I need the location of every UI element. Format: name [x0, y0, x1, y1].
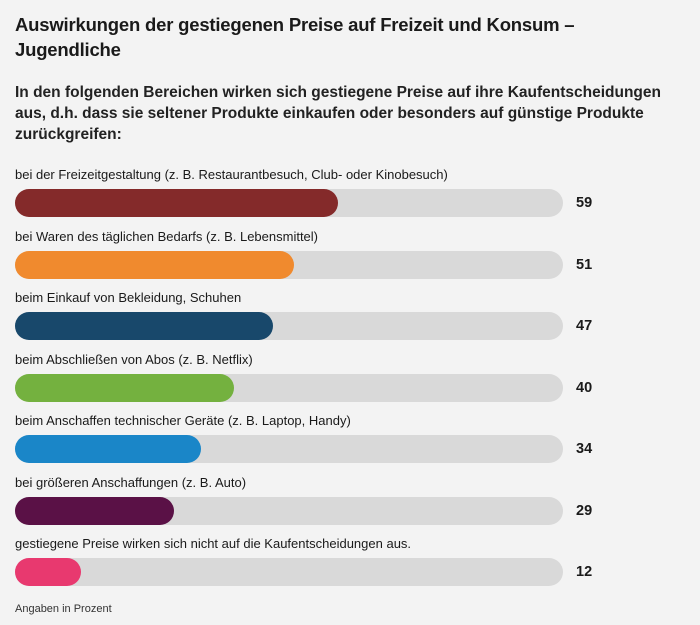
- bar: [15, 373, 235, 402]
- data-label: 51: [576, 256, 593, 273]
- footnote: Angaben in Prozent: [15, 603, 112, 615]
- bar-row: bei Waren des täglichen Bedarfs (z. B. L…: [0, 229, 700, 289]
- bar: [15, 250, 295, 279]
- bar-row: beim Abschließen von Abos (z. B. Netflix…: [0, 352, 700, 412]
- bar-row: bei größeren Anschaffungen (z. B. Auto) 2…: [0, 475, 700, 535]
- bar-track: [15, 189, 563, 217]
- chart-title: Auswirkungen der gestiegenen Preise auf …: [15, 14, 575, 60]
- bar-track: [15, 312, 563, 340]
- data-label: 29: [576, 502, 593, 519]
- bar-track: [15, 250, 563, 279]
- bar: [15, 435, 202, 463]
- category-label: beim Anschaffen technischer Geräte (z. B…: [15, 413, 351, 428]
- bar-row: gestiegene Preise wirken sich nicht auf …: [0, 536, 700, 596]
- bar-track: [15, 496, 563, 525]
- bar-track: [15, 435, 563, 463]
- data-label: 47: [576, 318, 593, 334]
- category-label: beim Abschließen von Abos (z. B. Netflix…: [15, 351, 253, 367]
- bar: [15, 189, 339, 217]
- category-label: gestiegene Preise wirken sich nicht auf …: [15, 536, 412, 551]
- bar-track: [15, 558, 563, 586]
- bar-row: beim Einkauf von Bekleidung, Schuhen 47: [0, 290, 700, 350]
- bar: [15, 558, 81, 586]
- category-label: bei Waren des täglichen Bedarfs (z. B. L…: [15, 228, 318, 244]
- bar: [15, 312, 273, 340]
- category-label: bei der Freizeitgestaltung (z. B. Restau…: [15, 167, 448, 182]
- category-label: bei größeren Anschaffungen (z. B. Auto): [15, 474, 247, 490]
- data-label: 12: [576, 564, 593, 580]
- bar-track: [15, 373, 563, 402]
- chart-subtitle: In den folgenden Bereichen wirken sich g…: [15, 84, 661, 143]
- bar-row: bei der Freizeitgestaltung (z. B. Restau…: [0, 167, 700, 227]
- data-label: 40: [576, 379, 593, 396]
- bar: [15, 496, 174, 525]
- data-label: 59: [576, 195, 593, 211]
- category-label: beim Einkauf von Bekleidung, Schuhen: [15, 290, 242, 305]
- bar-row: beim Anschaffen technischer Geräte (z. B…: [0, 413, 700, 473]
- data-label: 34: [576, 441, 593, 457]
